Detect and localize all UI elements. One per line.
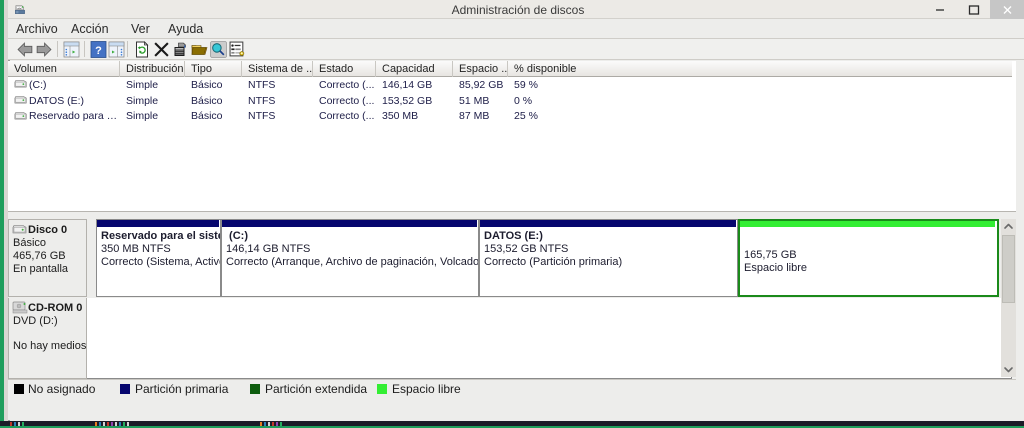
svg-text:?: ?	[95, 45, 102, 57]
